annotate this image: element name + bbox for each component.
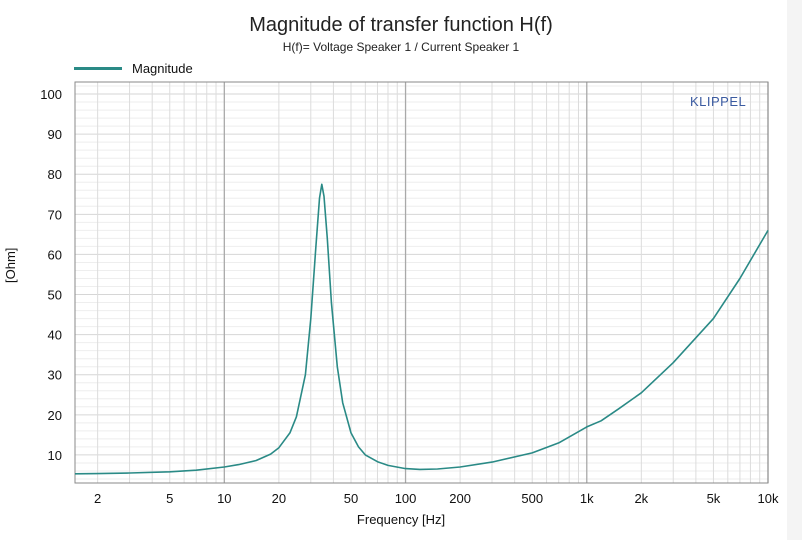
y-tick-label: 90 (48, 127, 62, 142)
y-tick-label: 50 (48, 288, 62, 303)
brand-label: KLIPPEL (690, 94, 747, 109)
window-edge-strip (787, 0, 802, 540)
y-axis-label: [Ohm] (3, 247, 18, 283)
y-tick-label: 80 (48, 167, 62, 182)
x-tick-label: 50 (344, 491, 358, 506)
y-tick-label: 20 (48, 408, 62, 423)
y-tick-label: 60 (48, 247, 62, 262)
y-tick-label: 40 (48, 328, 62, 343)
x-tick-label: 10 (217, 491, 231, 506)
x-axis-label: Frequency [Hz] (356, 512, 446, 527)
plot-area (75, 82, 768, 483)
plot-frame (74, 81, 769, 484)
x-tick-label: 1k (580, 491, 594, 506)
chart-title: Magnitude of transfer function H(f) (249, 14, 553, 36)
y-tick-label: 10 (48, 448, 62, 463)
x-tick-label: 2k (634, 491, 648, 506)
y-tick-label: 70 (48, 207, 62, 222)
x-tick-label: 5k (707, 491, 721, 506)
x-tick-label: 5 (166, 491, 173, 506)
x-tick-label: 200 (449, 491, 471, 506)
x-tick-label: 20 (272, 491, 286, 506)
series-line-magnitude (74, 183, 769, 475)
x-tick-label: 10k (758, 491, 779, 506)
legend-swatch-magnitude (74, 67, 122, 70)
legend: Magnitude (74, 61, 193, 76)
y-tick-label: 30 (48, 368, 62, 383)
x-tick-label: 2 (94, 491, 101, 506)
chart-subtitle: H(f)= Voltage Speaker 1 / Current Speake… (282, 40, 520, 54)
x-tick-label: 100 (395, 491, 417, 506)
y-tick-label: 100 (40, 87, 62, 102)
legend-label-magnitude: Magnitude (132, 61, 193, 76)
x-tick-label: 500 (521, 491, 543, 506)
